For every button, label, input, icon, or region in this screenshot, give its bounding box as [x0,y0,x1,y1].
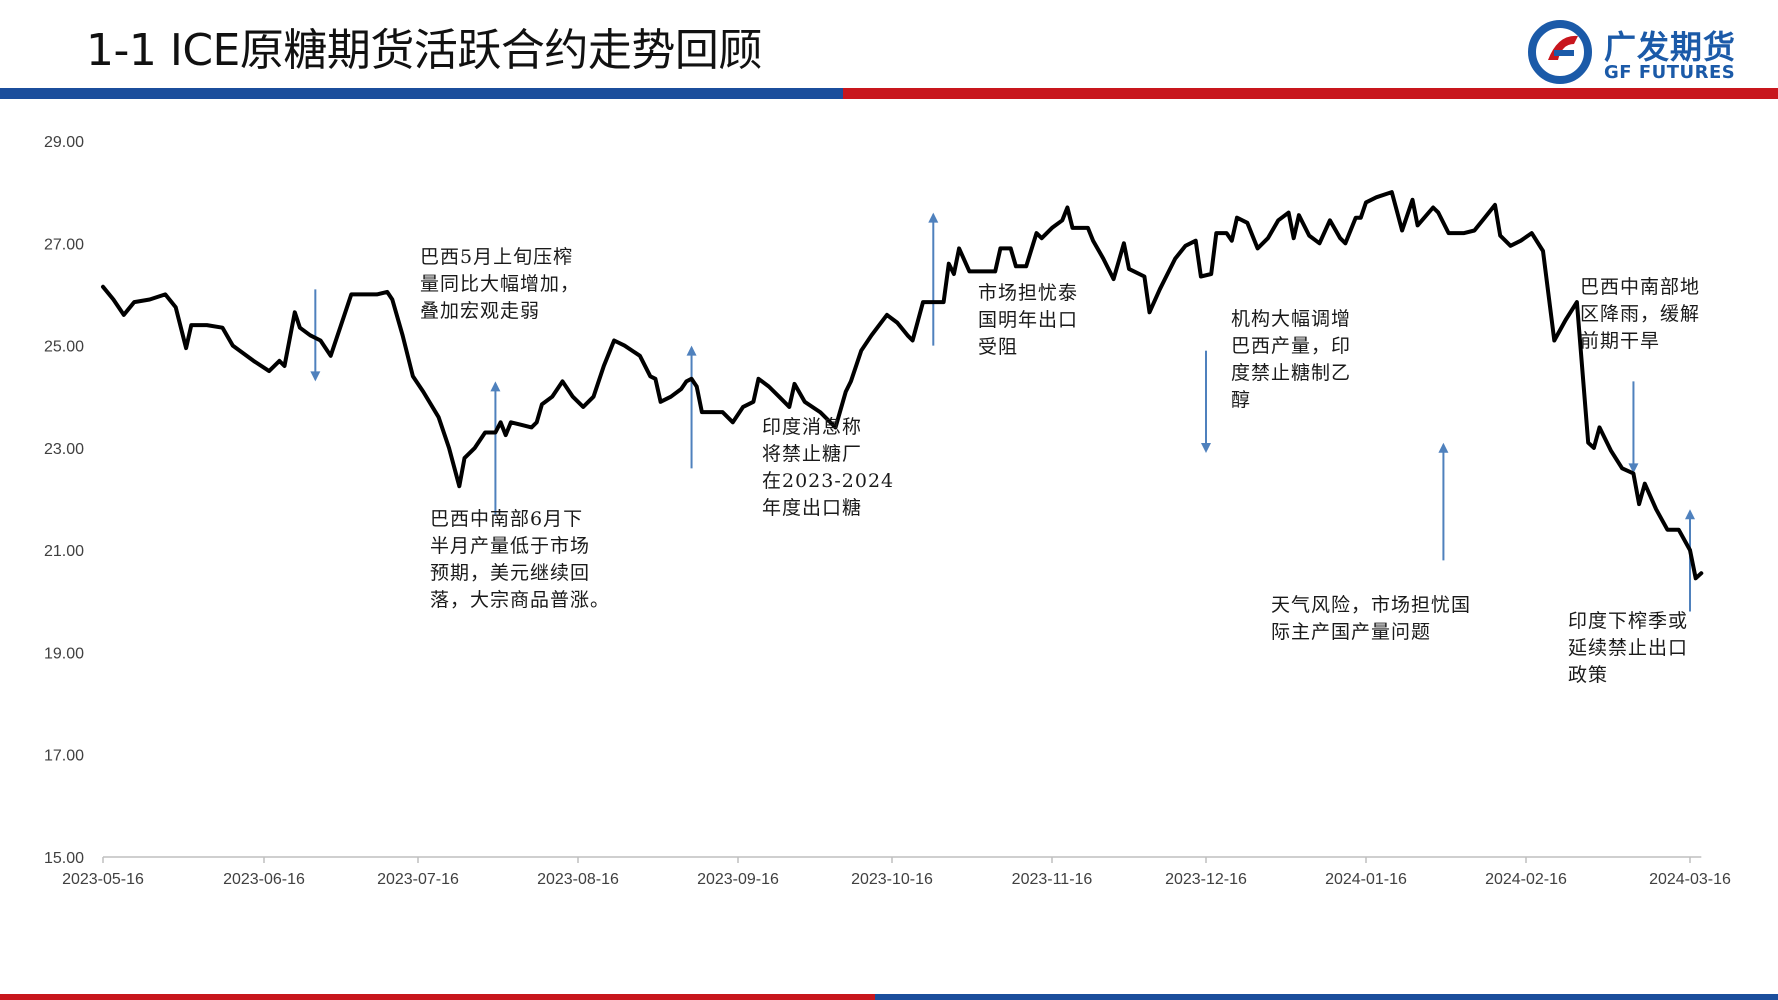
annotation-line: 叠加宏观走弱 [420,300,541,322]
x-tick-label: 2023-07-16 [377,871,459,888]
annotation-line: 巴西5月上旬压榨 [420,246,574,268]
annotation-line: 印度下榨季或 [1568,610,1689,632]
logo-chinese-text: 广发期货 [1604,28,1737,66]
header-band-blue [0,88,843,99]
y-tick-label: 21.00 [44,543,84,560]
annotation-india-next-season: 印度下榨季或 延续禁止出口 政策 [1568,608,1688,689]
y-axis: 15.00 17.00 19.00 21.00 23.00 25.00 27.00 29.00 [44,134,84,867]
annotation-line: 际主产国产量问题 [1271,621,1432,643]
annotation-arrow [1438,442,1449,561]
annotation-line: 国明年出口 [978,309,1079,331]
x-tick-label: 2023-11-16 [1012,871,1093,888]
y-tick-label: 17.00 [44,748,84,765]
gf-futures-logo: 广发期货 GF FUTURES [1528,16,1768,90]
x-tick-label: 2023-09-16 [697,871,779,888]
annotation-line: 区降雨，缓解 [1580,303,1701,325]
annotation-line: 度禁止糖制乙 [1231,362,1352,384]
x-tick-label: 2024-01-16 [1325,871,1407,888]
annotation-arrow [928,212,939,346]
annotation-line: 巴西中南部地 [1580,276,1701,298]
x-tick-label: 2023-06-16 [223,871,305,888]
series-line [101,190,1704,581]
y-tick-label: 27.00 [44,236,84,253]
page-title: 1-1 ICE原糖期货活跃合约走势回顾 [86,25,762,76]
annotation-line: 前期干旱 [1580,330,1661,352]
y-tick-label: 25.00 [44,339,84,356]
annotation-line: 落，大宗商品普涨。 [430,589,611,611]
x-tick-label: 2023-10-16 [851,871,933,888]
annotation-weather-risk: 天气风险，市场担忧国 际主产国产量问题 [1271,592,1471,646]
annotation-arrow [686,345,697,469]
annotation-line: 醇 [1231,389,1252,411]
header-divider-band [0,88,1778,99]
x-tick-label: 2023-12-16 [1165,871,1247,888]
annotation-line: 政策 [1568,664,1609,686]
annotation-line: 预期，美元继续回 [430,562,591,584]
price-series [101,190,1704,581]
x-axis: 2023-05-16 2023-06-16 2023-07-16 2023-08-16… [62,856,1731,888]
annotation-line: 量同比大幅增加， [420,273,581,295]
annotation-line: 巴西产量，印 [1231,335,1352,357]
x-tick-label: 2024-02-16 [1485,871,1567,888]
annotation-line: 半月产量低于市场 [430,535,591,557]
x-tick-label: 2024-03-16 [1649,871,1731,888]
y-tick-label: 23.00 [44,441,84,458]
annotation-line: 年度出口糖 [762,497,863,519]
x-tick-label: 2023-05-16 [62,871,144,888]
annotation-line: 机构大幅调增 [1231,308,1352,330]
annotation-line: 在2023-2024 [762,470,895,492]
y-tick-label: 19.00 [44,645,84,662]
annotation-india-export-ban: 印度消息称 将禁止糖厂 在2023-2024 年度出口糖 [762,414,894,522]
annotation-line: 受阻 [978,336,1019,358]
annotation-arrow [490,381,501,515]
annotation-arrows [310,212,1695,612]
annotation-brazil-may-crush: 巴西5月上旬压榨 量同比大幅增加， 叠加宏观走弱 [420,244,580,325]
annotation-line: 将禁止糖厂 [762,443,863,465]
annotation-arrow [1685,509,1695,612]
annotation-brazil-rain: 巴西中南部地 区降雨，缓解 前期干旱 [1580,274,1700,355]
x-tick-label: 2023-08-16 [537,871,619,888]
annotation-line: 印度消息称 [762,416,863,438]
y-tick-label: 29.00 [44,134,84,151]
footer-divider-band [0,994,1778,1000]
annotation-arrow [1628,381,1639,474]
logo-english-text: GF FUTURES [1604,62,1736,83]
annotation-line: 市场担忧泰 [978,282,1079,304]
header-band-red [843,88,1778,99]
y-tick-label: 15.00 [44,850,84,867]
annotation-thailand-export: 市场担忧泰 国明年出口 受阻 [978,280,1078,361]
gf-logo-icon [1528,20,1592,84]
annotation-brazil-output-raise: 机构大幅调增 巴西产量，印 度禁止糖制乙 醇 [1231,306,1351,414]
footer-band-red [0,994,875,1000]
annotation-arrow [1201,350,1211,453]
annotation-line: 天气风险，市场担忧国 [1271,594,1472,616]
footer-band-blue [875,994,1778,1000]
annotation-line: 延续禁止出口 [1568,637,1689,659]
annotation-arrow [310,289,321,382]
annotation-line: 巴西中南部6月下 [430,508,584,530]
annotation-brazil-june-output: 巴西中南部6月下 半月产量低于市场 预期，美元继续回 落，大宗商品普涨。 [430,506,610,614]
